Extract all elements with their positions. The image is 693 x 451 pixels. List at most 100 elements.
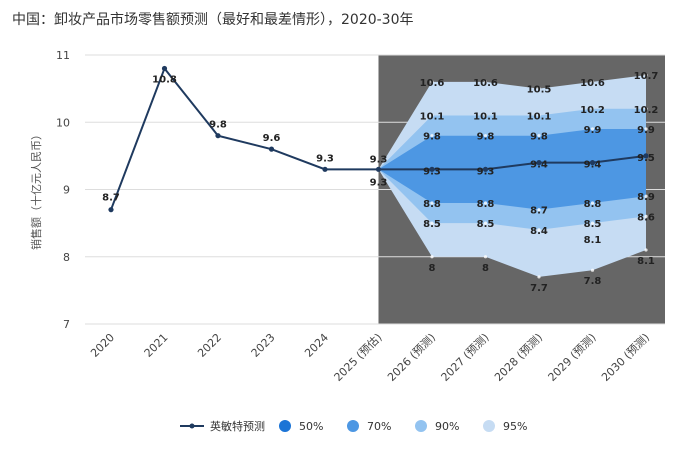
y-tick-label: 11 [56, 49, 70, 62]
band-point [483, 80, 488, 84]
series-data-label: 9.5 [637, 153, 655, 164]
band-lower-label: 8.9 [637, 192, 655, 203]
band-point [537, 113, 541, 118]
band-point [537, 134, 541, 138]
series-point [643, 153, 649, 159]
band-lower-label: 8.4 [530, 226, 548, 237]
series-data-label: 9.4 [584, 160, 602, 171]
x-tick-label: 2026 (预测) [385, 331, 438, 384]
band-upper-label: 10.6 [580, 78, 605, 89]
series-point [589, 160, 596, 166]
extra-data-label: 9.3 [370, 177, 388, 188]
band-upper-label: 10.5 [527, 85, 552, 96]
band-point [644, 127, 648, 131]
band-upper-label: 10.6 [473, 78, 498, 89]
x-tick-label: 2020 [88, 331, 117, 360]
band-upper-label: 10.1 [420, 112, 445, 123]
band-point [430, 113, 434, 118]
chart-title: 中国：卸妆产品市场零售额预测（最好和最差情形），2020-30年 [12, 12, 414, 28]
band-point [537, 228, 541, 232]
band-upper-label: 9.8 [530, 132, 548, 143]
band-point [537, 208, 541, 212]
legend-dot-swatch [279, 420, 291, 432]
series-point [536, 160, 542, 166]
band-lower-label: 8.7 [530, 206, 548, 217]
series-point [268, 146, 275, 152]
band-lower-label: 8.5 [477, 219, 495, 230]
band-point [483, 221, 488, 225]
series-data-label: 9.8 [209, 120, 227, 131]
y-axis-label: 销售额（十亿元人民币） [29, 129, 43, 250]
x-tick-label: 2030 (预测) [599, 331, 652, 384]
band-lower-label: 8.8 [477, 199, 495, 210]
band-point [430, 80, 434, 84]
band-lower-label: 8.5 [584, 219, 602, 230]
series-point [322, 166, 328, 172]
band-point [590, 80, 595, 84]
extra-data-label: 9.3 [370, 154, 388, 165]
band-upper-label: 9.8 [477, 132, 495, 143]
series-data-label: 9.3 [316, 153, 334, 164]
x-tick-label: 2027 (预测) [439, 331, 492, 384]
band-point [590, 268, 595, 272]
band-upper-label: 10.2 [580, 105, 605, 116]
band-lower-label: 8.1 [637, 256, 655, 267]
band-upper-label: 10.2 [634, 105, 659, 116]
series-data-label: 9.3 [423, 166, 441, 177]
band-lower-label: 8.8 [423, 199, 441, 210]
band-point [483, 255, 488, 259]
band-lower-label: 8.6 [637, 212, 655, 223]
band-point [430, 255, 434, 259]
band-lower-label: 8.5 [423, 219, 441, 230]
y-tick-label: 10 [56, 116, 70, 129]
band-point [590, 201, 595, 205]
band-upper-label: 10.1 [473, 112, 498, 123]
x-tick-label: 2029 (预测) [546, 331, 599, 384]
band-lower-label: 8.8 [584, 199, 602, 210]
legend-label: 英敏特预测 [210, 419, 265, 433]
band-lower-label: 7.7 [530, 283, 548, 294]
series-point [429, 166, 435, 172]
band-upper-label: 9.8 [423, 132, 441, 143]
series-data-label: 10.8 [152, 74, 177, 85]
band-upper-label: 9.9 [637, 125, 655, 136]
legend-label: 90% [435, 420, 459, 433]
band-70pct [378, 128, 646, 210]
band-upper-label: 10.7 [634, 71, 659, 82]
x-tick-label: 2023 [249, 331, 278, 360]
band-upper-label: 10.6 [420, 78, 445, 89]
band-lower-label: 8 [429, 263, 436, 274]
band-point [644, 107, 648, 111]
band-point [483, 201, 488, 205]
series-point [482, 166, 489, 172]
y-tick-label: 7 [63, 318, 70, 331]
band-lower-label: 7.8 [584, 276, 602, 287]
x-tick-label: 2024 [302, 331, 331, 360]
series-point [375, 166, 382, 172]
y-tick-label: 9 [63, 184, 70, 197]
series-data-label: 9.3 [477, 166, 495, 177]
series-data-label: 8.7 [102, 193, 120, 204]
legend-label: 50% [299, 420, 323, 433]
legend-dot-swatch [415, 420, 427, 432]
legend-dot-swatch [483, 420, 495, 432]
legend-label: 70% [367, 420, 391, 433]
band-point [430, 134, 434, 138]
band-point [430, 221, 434, 225]
series-data-label: 9.4 [530, 160, 548, 171]
series-data-label: 9.6 [263, 133, 281, 144]
band-point [644, 248, 648, 252]
band-point [430, 201, 434, 205]
series-point [161, 65, 168, 72]
x-tick-label: 2022 [195, 331, 224, 360]
x-tick-label: 2028 (预测) [492, 331, 545, 384]
legend-label: 95% [503, 420, 527, 433]
band-point [483, 134, 488, 138]
legend-line-marker [189, 423, 195, 429]
band-point [537, 275, 541, 279]
band-lower-label: 8 [482, 263, 489, 274]
band-upper-label: 9.9 [584, 125, 602, 136]
series-point [108, 207, 114, 213]
